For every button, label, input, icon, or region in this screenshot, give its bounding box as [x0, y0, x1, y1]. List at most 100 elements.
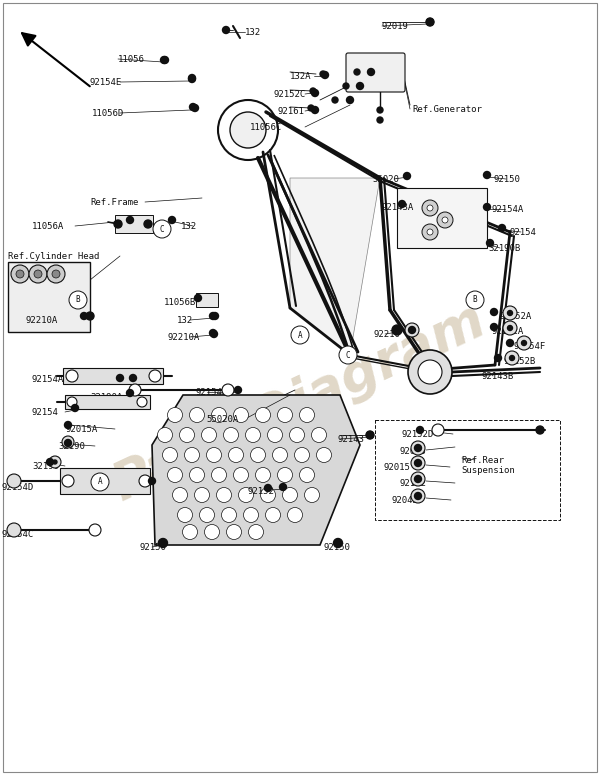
Circle shape: [394, 326, 401, 333]
Text: 92143: 92143: [337, 435, 364, 444]
Circle shape: [311, 428, 326, 443]
Text: 132: 132: [245, 28, 261, 37]
Text: 132A: 132A: [290, 72, 311, 81]
Text: 92210A: 92210A: [168, 333, 200, 342]
Circle shape: [265, 508, 281, 522]
Circle shape: [34, 270, 42, 278]
Circle shape: [7, 523, 21, 537]
Circle shape: [377, 107, 383, 113]
Circle shape: [422, 200, 438, 216]
Circle shape: [47, 459, 53, 466]
Circle shape: [47, 265, 65, 283]
Circle shape: [415, 460, 421, 466]
Circle shape: [260, 487, 275, 502]
Circle shape: [508, 326, 512, 330]
Text: 92045: 92045: [392, 496, 419, 505]
Circle shape: [222, 384, 234, 396]
Text: C: C: [346, 350, 350, 360]
Text: 92143B: 92143B: [481, 372, 513, 381]
Circle shape: [86, 312, 94, 320]
Circle shape: [16, 270, 24, 278]
Text: 92154B: 92154B: [196, 388, 228, 397]
Circle shape: [437, 212, 453, 228]
Circle shape: [139, 475, 151, 487]
Circle shape: [167, 467, 182, 483]
Text: Ref.Rear
Suspension: Ref.Rear Suspension: [461, 456, 515, 475]
Circle shape: [466, 291, 484, 309]
Circle shape: [129, 384, 141, 396]
Circle shape: [290, 428, 305, 443]
Circle shape: [227, 525, 241, 539]
Circle shape: [173, 487, 187, 502]
Circle shape: [167, 408, 182, 422]
Circle shape: [65, 439, 71, 446]
Circle shape: [343, 83, 349, 89]
Circle shape: [517, 336, 531, 350]
Circle shape: [287, 508, 302, 522]
Circle shape: [536, 426, 544, 434]
FancyBboxPatch shape: [65, 395, 150, 409]
Circle shape: [209, 329, 217, 336]
Circle shape: [295, 447, 310, 463]
Circle shape: [332, 97, 338, 103]
Text: 32190: 32190: [58, 442, 85, 451]
Text: 92210: 92210: [115, 483, 142, 492]
Text: 92154: 92154: [509, 228, 536, 237]
Text: A: A: [298, 330, 302, 339]
Circle shape: [206, 447, 221, 463]
Circle shape: [233, 408, 248, 422]
Circle shape: [335, 539, 341, 546]
Circle shape: [354, 69, 360, 75]
Circle shape: [212, 467, 227, 483]
Circle shape: [272, 447, 287, 463]
Circle shape: [205, 525, 220, 539]
Circle shape: [149, 477, 155, 484]
Circle shape: [7, 474, 21, 488]
Circle shape: [367, 432, 373, 439]
Circle shape: [256, 467, 271, 483]
Circle shape: [199, 508, 215, 522]
Text: 32190: 32190: [32, 462, 59, 471]
FancyBboxPatch shape: [397, 188, 487, 248]
Circle shape: [442, 217, 448, 223]
Circle shape: [161, 57, 167, 64]
Text: 92152D: 92152D: [402, 430, 434, 439]
Circle shape: [190, 467, 205, 483]
Circle shape: [163, 447, 178, 463]
Circle shape: [310, 88, 316, 94]
Circle shape: [127, 390, 133, 397]
Circle shape: [188, 75, 196, 82]
Text: Ref.Cylinder Head: Ref.Cylinder Head: [8, 252, 100, 261]
Circle shape: [377, 117, 383, 123]
Circle shape: [188, 74, 196, 81]
FancyBboxPatch shape: [8, 262, 90, 332]
Circle shape: [149, 370, 161, 382]
Circle shape: [161, 57, 169, 64]
Circle shape: [229, 447, 244, 463]
Text: PartsDiagram: PartsDiagram: [106, 294, 494, 512]
Circle shape: [491, 308, 497, 315]
Circle shape: [299, 467, 314, 483]
Circle shape: [223, 428, 239, 443]
Circle shape: [235, 387, 241, 394]
Text: B: B: [76, 295, 80, 305]
Circle shape: [153, 220, 171, 238]
Text: 92015: 92015: [383, 463, 410, 472]
Circle shape: [366, 431, 374, 439]
Circle shape: [409, 326, 415, 333]
Circle shape: [265, 484, 271, 491]
Text: 11056A: 11056A: [32, 222, 64, 231]
Circle shape: [320, 71, 326, 77]
Circle shape: [277, 467, 293, 483]
Circle shape: [427, 205, 433, 211]
Circle shape: [367, 68, 374, 75]
Circle shape: [223, 26, 229, 33]
Text: 92019: 92019: [382, 22, 409, 31]
Circle shape: [11, 265, 29, 283]
Circle shape: [158, 539, 167, 547]
Circle shape: [415, 476, 421, 483]
Text: 55020: 55020: [372, 175, 399, 184]
Circle shape: [503, 306, 517, 320]
Circle shape: [291, 326, 309, 344]
Circle shape: [244, 508, 259, 522]
